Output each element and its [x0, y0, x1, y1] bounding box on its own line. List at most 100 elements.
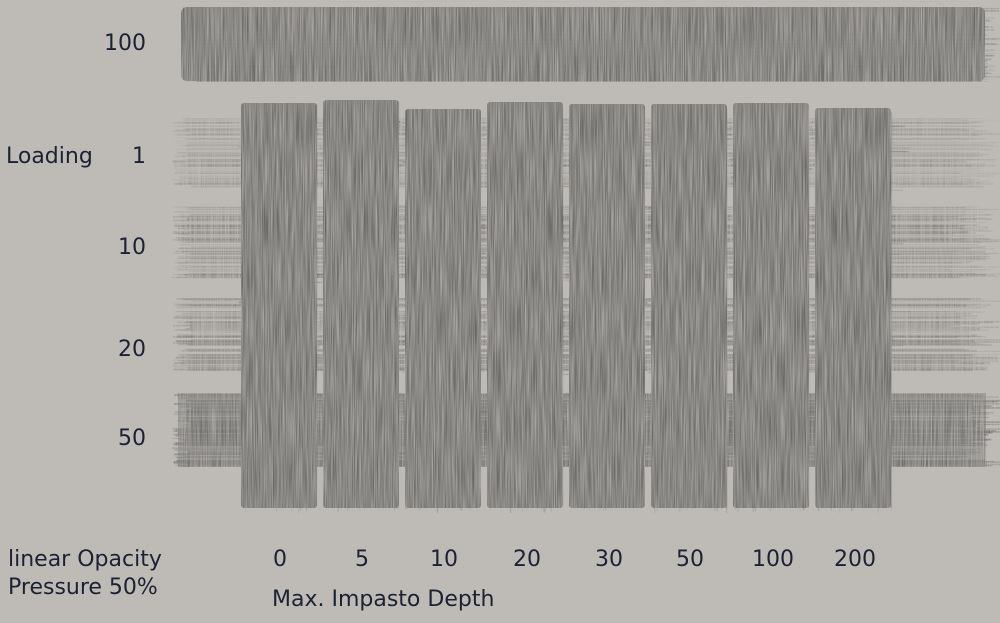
depth-50-blue-stroke-overlay — [666, 122, 729, 124]
depth-50-blue-stroke-overlay — [648, 361, 722, 363]
depth-200-blue-stroke-overlay — [830, 311, 911, 313]
depth-20-blue-stroke-overlay — [495, 277, 571, 279]
depth-20-blue-stroke-overlay — [502, 324, 569, 327]
depth-0-red-stroke-line — [250, 428, 322, 431]
depth-10-red-stroke-line — [402, 160, 478, 163]
depth-30-red-stroke-line — [572, 415, 618, 417]
depth-200-blue-stroke-overlay — [813, 159, 871, 161]
depth-5-blue-stroke-overlay — [328, 461, 383, 463]
depth-30-blue-stroke-overlay — [573, 165, 654, 167]
depth-100-blue-stroke-overlay — [743, 312, 823, 315]
depth-30-red-stroke-line — [575, 260, 657, 263]
depth-10-blue-stroke-overlay — [411, 407, 459, 410]
depth-20-red-stroke-line — [501, 125, 579, 128]
depth-0-blue-stroke-overlay — [244, 186, 293, 189]
depth-50-blue-stroke-overlay — [648, 123, 716, 125]
depth-0-red-stroke-line — [239, 415, 291, 417]
depth-5-blue-stroke-overlay — [319, 358, 393, 360]
depth-0-red-stroke-line — [250, 416, 333, 417]
depth-200-red-stroke-line — [814, 454, 866, 456]
depth-30-blue-stroke-overlay — [575, 313, 629, 315]
depth-50-red-stroke-line — [653, 262, 701, 265]
depth-100-blue-stroke-overlay — [745, 353, 791, 355]
loading-100-stroke-line — [192, 15, 975, 18]
depth-10-blue-stroke-overlay — [412, 320, 466, 322]
depth-10-red-stroke-line — [418, 373, 468, 375]
depth-0-blue-stroke-overlay — [247, 129, 309, 131]
loading-100-stroke-line — [194, 22, 981, 24]
depth-20-blue-stroke-overlay — [502, 354, 575, 357]
depth-50-blue-stroke-overlay — [654, 368, 723, 370]
depth-20-blue-stroke-overlay — [496, 405, 567, 407]
depth-5-blue-stroke-overlay — [337, 367, 418, 370]
depth-5-red-stroke-line — [329, 205, 407, 207]
depth-200-red-stroke-line — [826, 228, 890, 230]
depth-100-blue-stroke-overlay — [739, 371, 822, 373]
depth-50-red-stroke-line — [663, 326, 710, 328]
loading-1-faint-smear-line — [176, 142, 955, 144]
loading-20-faint-smear-line — [175, 340, 953, 342]
depth-100-blue-stroke-overlay — [745, 127, 800, 130]
depth-200-blue-stroke-overlay — [820, 254, 901, 256]
depth-50-blue-stroke-overlay — [649, 348, 725, 350]
loading-20-faint-smear-line — [172, 365, 957, 367]
depth-50-red-stroke-line — [665, 165, 717, 167]
depth-0-blue-stroke-overlay — [241, 362, 302, 364]
depth-0-blue-stroke-overlay — [248, 460, 295, 462]
depth-50-blue-stroke-overlay — [658, 248, 736, 250]
depth-50-red-stroke-line — [659, 448, 710, 450]
depth-0-red-stroke-line — [237, 145, 295, 148]
depth-0-blue-stroke-overlay — [238, 142, 318, 144]
depth-10-red-stroke-line — [406, 422, 468, 425]
depth-20-blue-stroke-overlay — [483, 267, 558, 269]
depth-0-red-stroke-line — [238, 229, 290, 231]
depth-30-blue-stroke-overlay — [578, 237, 652, 239]
depth-50-blue-stroke-overlay — [654, 302, 712, 305]
depth-20-red-stroke-line — [494, 119, 570, 122]
depth-50-red-stroke-line — [665, 152, 736, 155]
depth-0-blue-stroke-overlay — [239, 274, 286, 276]
depth-5-blue-stroke-overlay — [326, 312, 382, 314]
depth-20-blue-stroke-overlay — [495, 129, 540, 130]
depth-30-blue-stroke-overlay — [569, 441, 652, 444]
depth-20-blue-stroke-overlay — [484, 322, 569, 325]
depth-5-blue-stroke-overlay — [333, 132, 410, 134]
depth-50-blue-stroke-overlay — [656, 183, 721, 185]
depth-100-red-stroke-line — [746, 405, 799, 408]
depth-100-red-stroke-line — [745, 414, 790, 416]
depth-5-blue-stroke-overlay — [331, 451, 409, 453]
depth-100-blue-stroke-overlay — [741, 146, 809, 148]
depth-10-red-stroke-block — [405, 393, 481, 466]
depth-200-red-stroke-line — [813, 209, 875, 211]
depth-30-red-stroke-line — [571, 206, 656, 209]
depth-20-blue-stroke-overlay — [483, 219, 552, 221]
depth-0-red-stroke-line — [252, 216, 327, 218]
depth-0-blue-stroke-overlay — [247, 182, 325, 184]
depth-200-blue-stroke-overlay — [823, 412, 887, 414]
depth-30-red-stroke-line — [566, 432, 644, 435]
depth-100-red-stroke-line — [734, 342, 803, 345]
depth-0-red-stroke-line — [240, 463, 289, 464]
depth-100-blue-stroke-overlay — [747, 232, 824, 234]
depth-30-red-stroke-line — [575, 416, 629, 418]
depth-30-blue-stroke-overlay — [579, 324, 655, 326]
loading-100-stroke-line — [193, 33, 979, 35]
depth-0-blue-stroke-overlay — [253, 452, 331, 455]
depth-5-blue-stroke-overlay — [327, 439, 405, 441]
depth-50-blue-stroke-overlay — [655, 366, 718, 369]
depth-20-blue-stroke-overlay — [487, 359, 541, 362]
depth-100-blue-stroke-overlay — [746, 153, 810, 155]
loading-20-faint-smear-line — [173, 336, 958, 338]
depth-50-red-stroke-line — [647, 268, 728, 270]
depth-200-blue-stroke-overlay — [819, 427, 867, 430]
loading-50-red-band-line — [176, 457, 959, 459]
depth-10-blue-stroke-overlay — [415, 350, 494, 353]
depth-5-red-stroke-line — [323, 212, 388, 215]
depth-200-red-stroke-line — [819, 417, 888, 419]
depth-10-blue-stroke-overlay — [414, 342, 463, 344]
loading-100-stroke-line — [195, 43, 999, 46]
depth-30-red-stroke-line — [577, 130, 637, 133]
depth-100-red-stroke-line — [737, 151, 809, 153]
depth-30-blue-stroke-overlay — [582, 242, 655, 245]
